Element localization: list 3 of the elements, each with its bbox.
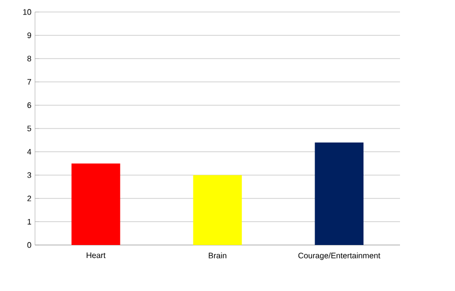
- bar: [72, 163, 120, 245]
- bar: [314, 142, 364, 245]
- bar: [193, 175, 242, 245]
